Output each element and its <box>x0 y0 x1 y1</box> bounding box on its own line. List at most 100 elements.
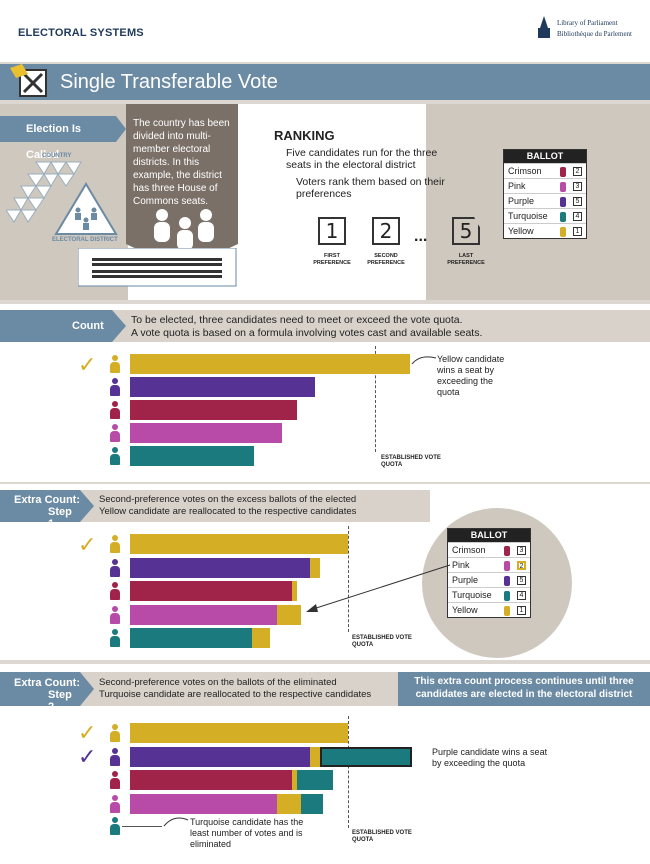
ballot-row: Pink 3 <box>504 178 586 193</box>
bar-turquoise <box>130 446 254 466</box>
candidate-icon-purple <box>110 747 120 766</box>
elected-check-icon: ✓ <box>78 352 97 377</box>
count1-tag: Count 1 <box>0 310 112 364</box>
count1-line2: A vote quota is based on a formula invol… <box>131 327 483 339</box>
ballot-row: Turquoise 4 <box>448 587 530 602</box>
parliament-icon <box>537 16 550 38</box>
rank-label-last: LAST PREFERENCE <box>447 253 485 266</box>
bar-transfer-yellow <box>310 746 320 767</box>
bar-transfer-yellow <box>252 628 270 648</box>
main-title: Single Transferable Vote <box>60 71 278 93</box>
bar-purple <box>130 377 315 397</box>
candidate-icon-pink <box>110 605 120 624</box>
bar-transfer-yellow <box>310 557 320 578</box>
district-label: ELECTORAL DISTRICT <box>52 237 118 243</box>
elected-check-icon: ✓ <box>78 720 97 745</box>
ballot-row: Crimson 2 <box>504 163 586 178</box>
ballot-row: Purple 5 <box>504 193 586 208</box>
bar-transfer-yellow <box>292 581 297 601</box>
ballot-row: Yellow 1 <box>448 602 530 617</box>
election-description: The country has been divided into multi-… <box>133 118 230 207</box>
bar-transfer-turquoise <box>301 793 323 814</box>
bar-crimson <box>130 770 292 790</box>
bar-purple <box>130 746 310 767</box>
bar-transfer-yellow <box>292 770 297 790</box>
candidate-icon-turquoise <box>110 629 120 647</box>
ballot-box-icon <box>10 64 47 97</box>
bar-pink <box>130 604 277 625</box>
ranking-heading: RANKING <box>274 128 335 143</box>
ranking-line2: Voters rank them based on their preferen… <box>296 176 445 200</box>
rank-dots: ... <box>414 228 428 245</box>
step2-line2: Turquoise candidate are reallocated to t… <box>99 689 372 700</box>
bar-yellow <box>130 534 348 554</box>
ballot-row: Turquoise 4 <box>504 208 586 223</box>
callout-line <box>163 817 189 827</box>
step2-quota-label: ESTABLISHED VOTE QUOTA <box>352 830 412 843</box>
main-title-bar: Single Transferable Vote <box>0 64 650 100</box>
candidate-icon-purple <box>110 558 120 577</box>
step1-tag: Extra Count: Step 1 <box>0 490 80 530</box>
bar-transfer-turquoise <box>297 770 333 790</box>
step1-quota-label: ESTABLISHED VOTE QUOTA <box>352 635 412 648</box>
candidate-icon-pink <box>110 424 120 442</box>
candidate-icon-yellow <box>110 355 120 373</box>
election-tag: Election Is Called <box>0 116 116 161</box>
ballot-row: Crimson 3 <box>448 542 530 557</box>
banner-line1: This extra count process continues until… <box>414 676 634 687</box>
bar-transfer-yellow <box>277 604 301 625</box>
candidate-icon-yellow <box>110 535 120 553</box>
candidate-icon-turquoise-eliminated <box>110 817 120 835</box>
continuation-banner <box>398 672 650 706</box>
candidate-icon-crimson <box>110 771 120 789</box>
candidate-icon-crimson <box>110 582 120 600</box>
ballot-card-1: BALLOT Crimson 2 Pink 3 Purple 5 Turquoise 4… <box>503 149 587 239</box>
turquoise-note: Turquoise candidate has the least number… <box>190 817 304 849</box>
elected-check-icon: ✓ <box>78 532 97 557</box>
step1-line2: Yellow candidate are reallocated to the … <box>99 506 357 517</box>
ballot-row: Yellow 1 <box>504 223 586 238</box>
vote-quota-line <box>375 346 376 452</box>
bar-yellow <box>130 723 348 743</box>
eliminated-line <box>122 826 162 827</box>
purple-note: Purple candidate wins a seat by exceedin… <box>432 747 548 768</box>
bar-transfer-turquoise <box>320 746 412 767</box>
step2-line1: Second-preference votes on the ballots o… <box>99 677 337 688</box>
candidate-icon-crimson <box>110 401 120 419</box>
ranking-line1: Five candidates run for the three seats … <box>286 147 438 171</box>
bar-pink <box>130 793 277 814</box>
bar-transfer-yellow <box>277 793 301 814</box>
ballot-row: Purple 5 <box>448 572 530 587</box>
rank-label-first: FIRST PREFERENCE <box>313 253 351 266</box>
rank-label-second: SECOND PREFERENCE <box>367 253 405 266</box>
bar-crimson <box>130 581 292 601</box>
candidate-icon-yellow <box>110 724 120 742</box>
house-of-commons-seats-icon <box>78 248 237 287</box>
candidate-icon-pink <box>110 794 120 813</box>
candidate-icon-turquoise <box>110 447 120 465</box>
ballot-card-2: BALLOT Crimson 3 Pink 2 Purple 5 Turquoise 4… <box>447 528 531 618</box>
bar-crimson <box>130 400 297 420</box>
rank-box-second: 2 <box>372 217 400 245</box>
count1-note: Yellow candidate wins a seat by exceedin… <box>437 354 505 397</box>
reallocation-arrow-icon <box>306 564 451 612</box>
voters-icon <box>154 209 214 250</box>
ballot-row: Pink 2 <box>448 557 530 572</box>
rank-box-first: 1 <box>318 217 346 245</box>
page-section-title: ELECTORAL SYSTEMS <box>18 27 144 39</box>
step2-tag: Extra Count: Step 2 <box>0 672 80 713</box>
banner-line2: candidates are elected in the electoral … <box>415 689 633 700</box>
candidate-icon-purple <box>110 378 120 396</box>
bar-pink <box>130 423 282 443</box>
callout-line <box>411 356 437 365</box>
rank-box-last: 5 <box>452 217 480 245</box>
vote-quota-line <box>348 526 349 632</box>
page-header: ELECTORAL SYSTEMS Library of Parliament … <box>0 0 650 62</box>
bar-yellow <box>130 354 410 374</box>
bar-purple <box>130 557 310 578</box>
step1-line1: Second-preference votes on the excess ba… <box>99 494 357 505</box>
count1-line1: To be elected, three candidates need to … <box>131 314 463 326</box>
country-label: COUNTRY <box>42 153 72 159</box>
elected-check-icon: ✓ <box>78 744 97 769</box>
count1-quota-label: ESTABLISHED VOTE QUOTA <box>381 455 441 468</box>
